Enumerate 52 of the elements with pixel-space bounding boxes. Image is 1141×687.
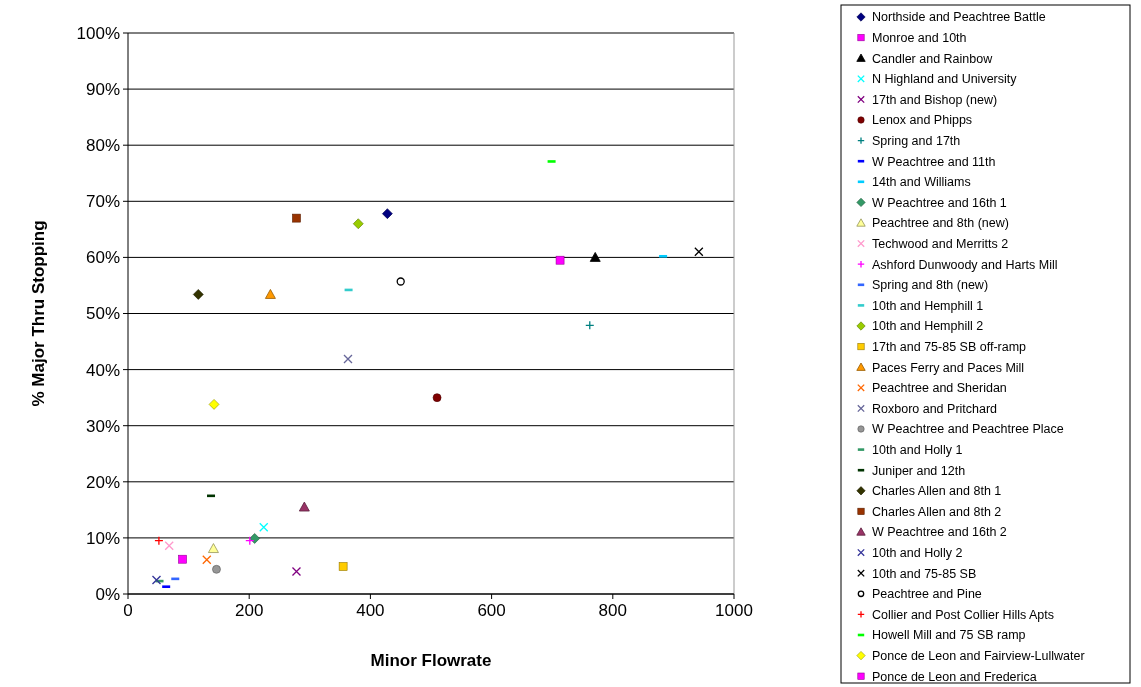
legend-label: W Peachtree and 11th [872,154,996,169]
y-tick-label: 40% [85,360,120,380]
y-tick-label: 80% [85,136,120,156]
legend-label: N Highland and University [872,72,1018,87]
legend-label: Peachtree and Sheridan [872,381,1007,396]
legend-label: Northside and Peachtree Battle [872,10,1046,25]
legend-label: Roxboro and Pritchard [872,401,998,416]
y-tick-label: 10% [85,528,120,548]
legend-label: Paces Ferry and Paces Mill [872,360,1025,375]
legend-label: 10th and Holly 1 [872,442,963,457]
legend-label: Spring and 17th [872,133,961,148]
legend-label: Charles Allen and 8th 1 [872,484,1002,499]
legend-label: Spring and 8th (new) [872,278,989,293]
legend-label: Howell Mill and 75 SB ramp [872,628,1026,643]
legend-label: Collier and Post Collier Hills Apts [872,607,1055,622]
x-tick-label: 0 [123,601,133,620]
legend-label: Ashford Dunwoody and Harts Mill [872,257,1058,272]
legend-label: 10th and Hemphill 1 [872,298,984,313]
y-tick-label: 20% [85,472,120,492]
legend-label: 10th and 75-85 SB [872,566,977,581]
legend-label: Juniper and 12th [872,463,966,478]
legend-label: Ponce de Leon and Fairview-Lullwater [872,648,1085,663]
x-tick-label: 400 [356,601,385,620]
x-tick-label: 200 [235,601,264,620]
legend-label: W Peachtree and 16th 1 [872,195,1007,210]
legend-label: 17th and 75-85 SB off-ramp [872,339,1027,354]
legend-label: Peachtree and Pine [872,587,982,602]
y-tick-label: 70% [85,192,120,212]
legend-label: Peachtree and 8th (new) [872,216,1009,231]
x-axis-title: Minor Flowrate [370,651,492,670]
legend-label: 14th and Williams [872,175,971,190]
y-axis-title: % Major Thru Stopping [29,220,48,407]
y-tick-label: 0% [95,584,120,604]
legend-label: Monroe and 10th [872,30,967,45]
y-tick-label: 90% [85,80,120,100]
x-tick-label: 1000 [715,601,753,620]
y-tick-label: 60% [85,248,120,268]
y-tick-label: 30% [85,416,120,436]
legend-label: Candler and Rainbow [872,51,994,66]
y-tick-label: 50% [85,304,120,324]
legend-label: Charles Allen and 8th 2 [872,504,1002,519]
legend-label: Lenox and Phipps [872,113,973,128]
legend-label: 10th and Hemphill 2 [872,319,984,334]
legend-label: W Peachtree and Peachtree Place [872,422,1064,437]
legend-label: 17th and Bishop (new) [872,92,998,107]
legend-label: Techwood and Merritts 2 [872,236,1009,251]
legend-label: 10th and Holly 2 [872,545,963,560]
y-tick-label: 100% [76,23,120,43]
legend-label: Ponce de Leon and Frederica [872,669,1037,684]
x-tick-label: 800 [598,601,627,620]
legend-label: W Peachtree and 16th 2 [872,525,1007,540]
x-tick-label: 600 [477,601,506,620]
